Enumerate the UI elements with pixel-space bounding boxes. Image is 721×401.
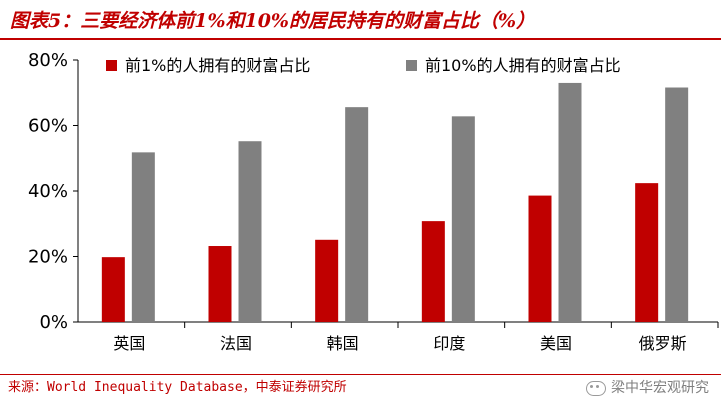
bar-top1	[208, 246, 232, 322]
bar-top1	[528, 195, 552, 322]
bar-top10	[131, 152, 155, 322]
watermark-text: 梁中华宏观研究	[611, 380, 709, 396]
bar-top10	[238, 141, 262, 322]
wechat-icon	[586, 380, 606, 396]
legend-swatch	[406, 60, 417, 71]
y-tick-label: 0%	[39, 312, 68, 333]
bar-top10	[665, 87, 689, 322]
bar-top1	[421, 221, 445, 322]
x-category-label: 法国	[220, 334, 252, 353]
x-category-label: 韩国	[327, 334, 359, 353]
bar-top10	[558, 82, 582, 322]
title-rule	[0, 38, 721, 40]
legend-label: 前10%的人拥有的财富占比	[425, 56, 621, 75]
source-rule	[0, 374, 721, 375]
x-category-label: 俄罗斯	[639, 334, 687, 353]
legend-label: 前1%的人拥有的财富占比	[125, 56, 310, 75]
source-note: 来源：World Inequality Database，中泰证券研究所	[8, 380, 347, 395]
bar-top1	[635, 183, 659, 322]
x-category-label: 英国	[113, 334, 145, 353]
y-tick-label: 40%	[28, 181, 68, 202]
bar-top1	[101, 257, 125, 322]
bar-top10	[345, 107, 369, 322]
legend-swatch	[106, 60, 117, 71]
y-tick-label: 20%	[28, 247, 68, 268]
y-tick-label: 60%	[28, 116, 68, 137]
bar-top1	[315, 239, 339, 322]
watermark: 梁中华宏观研究	[586, 378, 709, 398]
figure-title: 图表5：三要经济体前1%和10%的居民持有的财富占比（%）	[10, 10, 536, 32]
bar-chart: 0% 20% 40% 60% 80% 英国 法国 韩国 印度 美国 俄罗斯 前1%的人拥有的财富占比…	[28, 50, 719, 353]
y-tick-label: 80%	[28, 50, 68, 71]
x-category-label: 印度	[433, 334, 465, 353]
x-category-label: 美国	[540, 334, 572, 353]
bar-top10	[451, 116, 475, 322]
